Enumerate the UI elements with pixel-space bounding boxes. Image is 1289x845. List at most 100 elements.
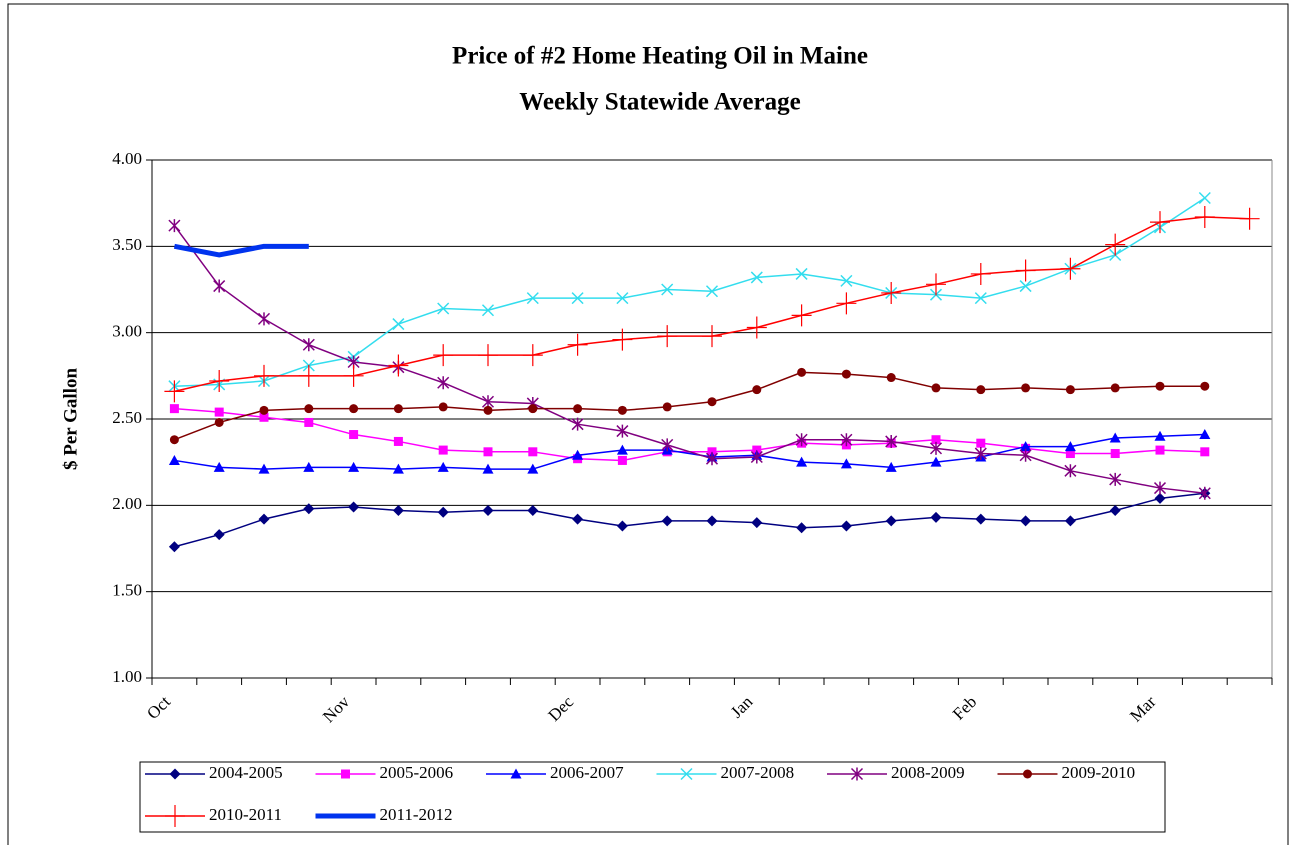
data-point bbox=[796, 522, 808, 534]
data-point bbox=[213, 461, 225, 472]
data-point bbox=[706, 515, 718, 527]
data-point bbox=[661, 438, 674, 452]
data-point bbox=[1109, 432, 1121, 443]
data-point bbox=[258, 463, 270, 474]
data-point bbox=[1150, 211, 1170, 234]
data-point bbox=[393, 436, 403, 446]
data-point bbox=[343, 364, 364, 387]
legend-item: 2004-2005 bbox=[145, 763, 283, 782]
legend-label: 2011-2012 bbox=[380, 805, 453, 824]
data-point bbox=[1200, 381, 1210, 391]
y-axis-label: $ Per Gallon bbox=[60, 368, 81, 470]
data-point bbox=[528, 404, 538, 414]
data-point bbox=[1239, 207, 1260, 230]
data-point bbox=[349, 404, 359, 414]
data-point bbox=[752, 385, 762, 395]
data-point bbox=[164, 380, 185, 403]
data-point bbox=[1154, 430, 1166, 441]
data-point bbox=[1198, 486, 1211, 500]
data-point bbox=[528, 447, 538, 457]
legend-marker bbox=[1023, 769, 1032, 779]
legend-marker bbox=[165, 805, 185, 827]
data-point bbox=[1155, 445, 1165, 455]
data-point bbox=[527, 505, 539, 517]
data-point bbox=[930, 456, 942, 467]
data-point bbox=[1064, 464, 1077, 478]
legend-item: 2008-2009 bbox=[827, 763, 965, 782]
data-point bbox=[1155, 381, 1165, 391]
data-point bbox=[976, 438, 986, 448]
data-point bbox=[483, 405, 493, 415]
data-point bbox=[298, 364, 319, 387]
data-point bbox=[702, 325, 722, 348]
data-point bbox=[1200, 447, 1210, 457]
data-point bbox=[746, 316, 767, 339]
data-point bbox=[616, 424, 629, 438]
data-point bbox=[304, 404, 314, 414]
data-point bbox=[571, 292, 584, 305]
data-point bbox=[259, 405, 269, 415]
data-point bbox=[168, 541, 180, 553]
data-point bbox=[169, 435, 179, 445]
data-point bbox=[885, 434, 898, 448]
data-point bbox=[572, 449, 584, 460]
data-point bbox=[213, 529, 225, 541]
data-point bbox=[168, 454, 180, 465]
data-point bbox=[522, 344, 543, 367]
data-point bbox=[1065, 449, 1075, 459]
legend-item: 2006-2007 bbox=[486, 763, 624, 782]
legend-label: 2004-2005 bbox=[209, 763, 283, 782]
legend-marker bbox=[169, 768, 181, 780]
data-point bbox=[437, 302, 450, 315]
data-point bbox=[482, 463, 494, 474]
legend-marker bbox=[680, 767, 693, 781]
data-point bbox=[1153, 481, 1167, 495]
data-point bbox=[797, 367, 807, 377]
data-point bbox=[1019, 280, 1032, 293]
data-point bbox=[791, 304, 812, 327]
legend-item: 2005-2006 bbox=[315, 763, 454, 782]
data-point bbox=[931, 383, 941, 393]
y-tick-label: 1.50 bbox=[112, 581, 142, 600]
data-point bbox=[1109, 505, 1121, 517]
data-point bbox=[526, 292, 539, 305]
data-point bbox=[840, 433, 853, 447]
data-point bbox=[616, 520, 628, 532]
series-line bbox=[174, 371, 1205, 441]
data-point bbox=[392, 318, 405, 331]
legend-label: 2007-2008 bbox=[721, 763, 795, 782]
legend-label: 2006-2007 bbox=[550, 763, 624, 782]
data-point bbox=[930, 511, 942, 523]
series-line bbox=[173, 225, 1205, 494]
data-point bbox=[886, 373, 896, 383]
data-point bbox=[567, 333, 588, 356]
data-point bbox=[931, 435, 941, 445]
legend-item: 2010-2011 bbox=[145, 805, 282, 827]
data-point bbox=[482, 505, 494, 517]
data-point bbox=[657, 325, 678, 348]
data-point bbox=[1020, 515, 1032, 527]
legend-label: 2008-2009 bbox=[891, 763, 965, 782]
data-point bbox=[929, 441, 943, 455]
legend-item: 2011-2012 bbox=[315, 805, 453, 824]
data-point bbox=[259, 412, 269, 422]
data-point bbox=[750, 271, 763, 284]
data-point bbox=[209, 370, 230, 393]
chart-title: Price of #2 Home Heating Oil in Maine bbox=[452, 43, 868, 70]
data-point bbox=[1019, 448, 1032, 462]
data-point bbox=[303, 503, 315, 515]
data-point bbox=[437, 461, 449, 472]
data-point bbox=[433, 344, 454, 367]
data-point bbox=[974, 292, 987, 305]
data-point bbox=[840, 274, 853, 287]
data-point bbox=[393, 404, 403, 414]
y-tick-label: 1.00 bbox=[112, 667, 142, 686]
y-tick-label: 3.00 bbox=[112, 322, 142, 341]
data-point bbox=[1064, 441, 1076, 452]
data-point bbox=[214, 417, 224, 427]
data-point bbox=[795, 267, 808, 280]
data-point bbox=[1110, 449, 1120, 459]
legend-label: 2005-2006 bbox=[380, 763, 454, 782]
data-point bbox=[1064, 515, 1076, 527]
